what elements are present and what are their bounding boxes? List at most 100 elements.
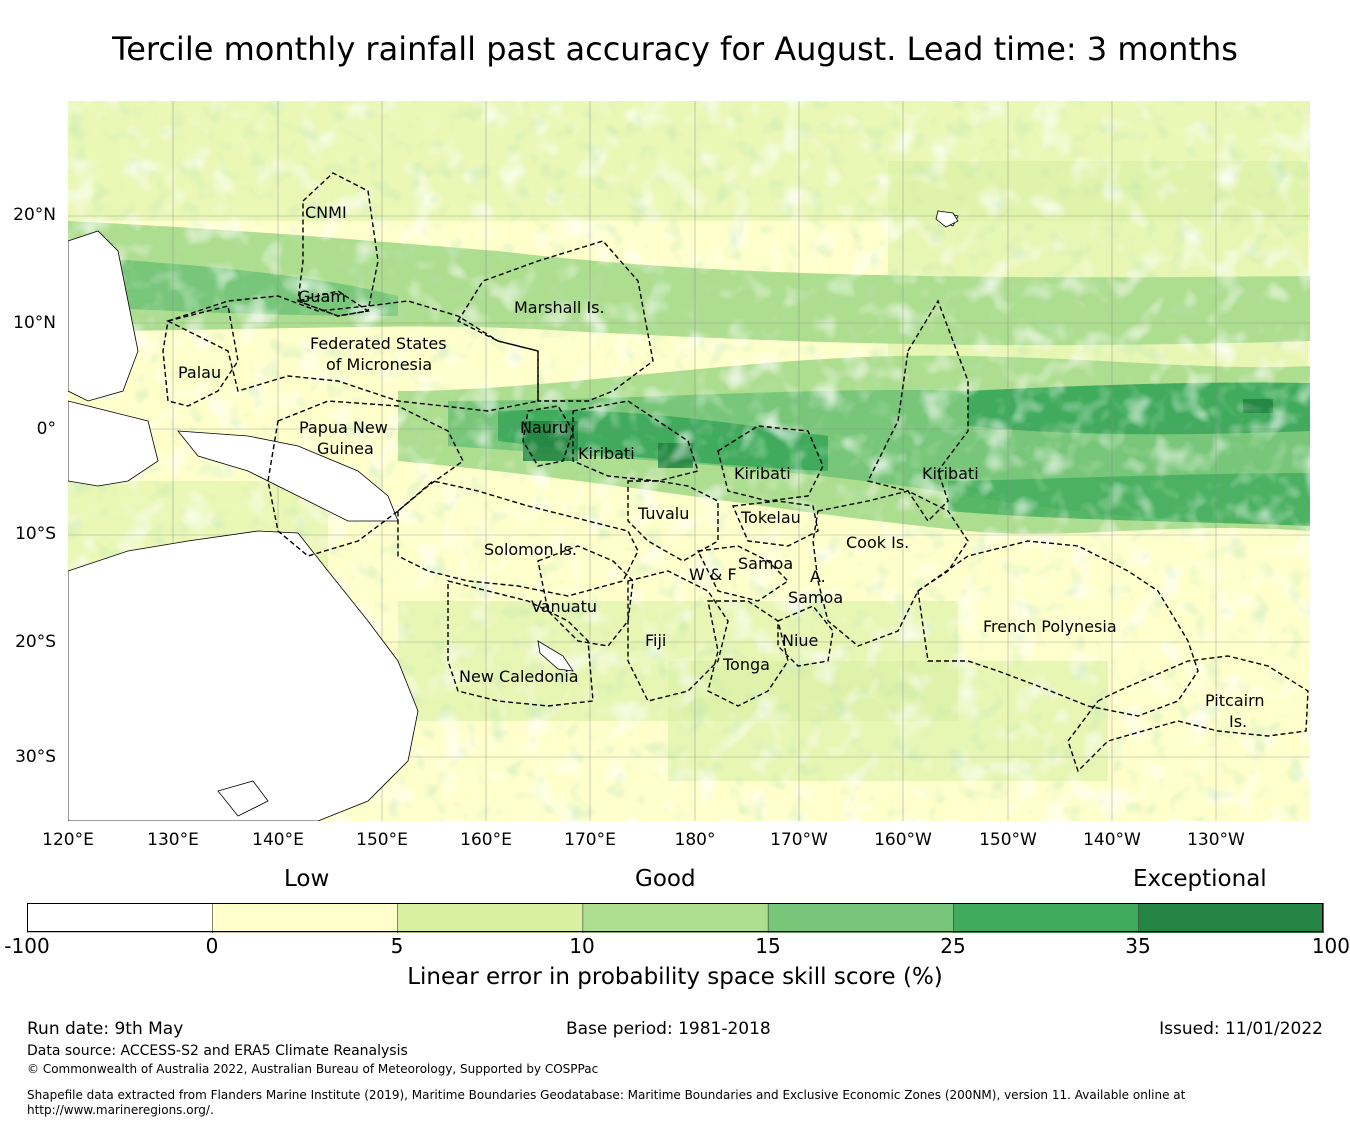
lon-label-120e: 120°E bbox=[42, 830, 94, 850]
region-labels: CNMI Guam Marshall Is. Federated States … bbox=[178, 203, 1265, 731]
eez-wf-samoa bbox=[696, 545, 790, 602]
label-am-samoa-2: Samoa bbox=[788, 588, 843, 607]
colorbar-cell bbox=[953, 903, 1140, 933]
label-kiribati-1: Kiribati bbox=[578, 444, 635, 463]
label-pitcairn-2: Is. bbox=[1229, 712, 1247, 731]
label-tonga: Tonga bbox=[722, 655, 770, 674]
lat-label-10s: 10°S bbox=[15, 524, 56, 544]
eez-kiribati-phoenix bbox=[717, 425, 824, 502]
land-philippines bbox=[68, 230, 139, 402]
lon-label-130e: 130°E bbox=[147, 830, 199, 850]
label-fsm-2: of Micronesia bbox=[326, 355, 432, 374]
issued-date: Issued: 11/01/2022 bbox=[1159, 1019, 1323, 1039]
eez-kiribati-gilbert bbox=[572, 400, 699, 482]
label-nauru: Nauru bbox=[520, 418, 569, 437]
shapefile-credit: Shapefile data extracted from Flanders M… bbox=[27, 1088, 1186, 1102]
eez-vanuatu bbox=[537, 545, 634, 647]
eez-boundaries bbox=[162, 172, 1309, 773]
label-guam: Guam bbox=[298, 287, 346, 306]
eez-pitcairn bbox=[1067, 655, 1309, 773]
label-tuvalu: Tuvalu bbox=[637, 504, 689, 523]
lat-label-10n: 10°N bbox=[13, 313, 56, 333]
colorbar-cell bbox=[582, 903, 769, 933]
lon-label-140e: 140°E bbox=[252, 830, 304, 850]
run-date: Run date: 9th May bbox=[27, 1019, 184, 1039]
label-cnmi: CNMI bbox=[305, 203, 347, 222]
copyright: © Commonwealth of Australia 2022, Austra… bbox=[27, 1062, 599, 1076]
label-am-samoa-1: A. bbox=[810, 567, 826, 586]
label-fsm-1: Federated States bbox=[310, 334, 447, 353]
label-solomon: Solomon Is. bbox=[484, 540, 577, 559]
eez-palau bbox=[162, 305, 239, 407]
colorbar-tick: 15 bbox=[755, 934, 781, 958]
colorbar-cell bbox=[767, 903, 955, 933]
colorbar-tick: 5 bbox=[390, 934, 404, 958]
eez-french-polynesia bbox=[917, 540, 1199, 717]
label-fiji: Fiji bbox=[645, 631, 666, 650]
colorbar-cell bbox=[211, 903, 399, 933]
eez-niue bbox=[777, 605, 834, 667]
land-australia bbox=[68, 530, 419, 821]
base-period: Base period: 1981-2018 bbox=[566, 1019, 771, 1039]
skill-score-map: CNMI Guam Marshall Is. Federated States … bbox=[68, 101, 1310, 821]
land-tasmania bbox=[217, 780, 269, 817]
land-hawaii-big bbox=[935, 210, 959, 228]
lon-label-160w: 160°W bbox=[874, 830, 932, 850]
colorbar-tick: 25 bbox=[940, 934, 966, 958]
landmasses bbox=[68, 210, 959, 821]
colorbar-tick: -100 bbox=[4, 934, 50, 958]
lon-label-130w: 130°W bbox=[1187, 830, 1245, 850]
eez-tuvalu bbox=[627, 480, 719, 562]
label-cook: Cook Is. bbox=[846, 533, 909, 552]
colorbar-category-good: Good bbox=[635, 866, 696, 892]
lon-label-180: 180° bbox=[674, 830, 716, 850]
eez-tokelau bbox=[731, 500, 819, 547]
colorbar-tick: 35 bbox=[1125, 934, 1151, 958]
colorbar-category-low: Low bbox=[284, 866, 330, 892]
eez-solomon bbox=[397, 480, 639, 597]
lat-label-20n: 20°N bbox=[13, 205, 56, 225]
label-kiribati-2: Kiribati bbox=[734, 464, 791, 483]
colorbar-label: Linear error in probability space skill … bbox=[407, 964, 943, 990]
label-pitcairn-1: Pitcairn bbox=[1205, 691, 1265, 710]
label-png-2: Guinea bbox=[317, 439, 374, 458]
colorbar bbox=[27, 903, 1324, 933]
label-french-polynesia: French Polynesia bbox=[983, 617, 1117, 636]
colorbar-cell bbox=[397, 903, 584, 933]
label-samoa: Samoa bbox=[738, 554, 793, 573]
colorbar-category-exceptional: Exceptional bbox=[1133, 866, 1267, 892]
label-tokelau: Tokelau bbox=[740, 508, 801, 527]
label-palau: Palau bbox=[178, 363, 221, 382]
eez-cook bbox=[812, 490, 969, 647]
lon-label-150w: 150°W bbox=[979, 830, 1037, 850]
label-niue: Niue bbox=[782, 631, 818, 650]
land-new-caledonia bbox=[537, 640, 574, 672]
colorbar-cell bbox=[27, 903, 214, 933]
label-vanuatu: Vanuatu bbox=[531, 597, 597, 616]
colorbar-cell bbox=[1138, 903, 1324, 933]
lat-label-30s: 30°S bbox=[15, 747, 56, 767]
lon-label-170w: 170°W bbox=[770, 830, 828, 850]
page-title: Tercile monthly rainfall past accuracy f… bbox=[112, 30, 1238, 68]
label-new-caledonia: New Caledonia bbox=[459, 667, 579, 686]
data-source: Data source: ACCESS-S2 and ERA5 Climate … bbox=[27, 1043, 408, 1059]
lat-label-0: 0° bbox=[36, 419, 56, 439]
lon-label-160e: 160°E bbox=[460, 830, 512, 850]
lon-label-170e: 170°E bbox=[564, 830, 616, 850]
lat-label-20s: 20°S bbox=[15, 632, 56, 652]
eez-fiji bbox=[627, 570, 729, 702]
colorbar-tick: 0 bbox=[205, 934, 219, 958]
label-marshall: Marshall Is. bbox=[514, 298, 605, 317]
eez-nauru bbox=[522, 405, 574, 467]
shapefile-url: http://www.marineregions.org/. bbox=[27, 1103, 214, 1117]
colorbar-tick: 10 bbox=[569, 934, 595, 958]
eez-kiribati-line bbox=[866, 299, 969, 523]
gridlines bbox=[68, 101, 1310, 821]
label-kiribati-3: Kiribati bbox=[922, 464, 979, 483]
colorbar-tick: 100 bbox=[1311, 934, 1350, 958]
eez-tonga bbox=[707, 600, 789, 707]
eez-fsm bbox=[166, 295, 539, 412]
label-wf: W & F bbox=[689, 565, 737, 584]
land-borneo-sulawesi bbox=[68, 400, 159, 487]
lon-label-140w: 140°W bbox=[1083, 830, 1141, 850]
